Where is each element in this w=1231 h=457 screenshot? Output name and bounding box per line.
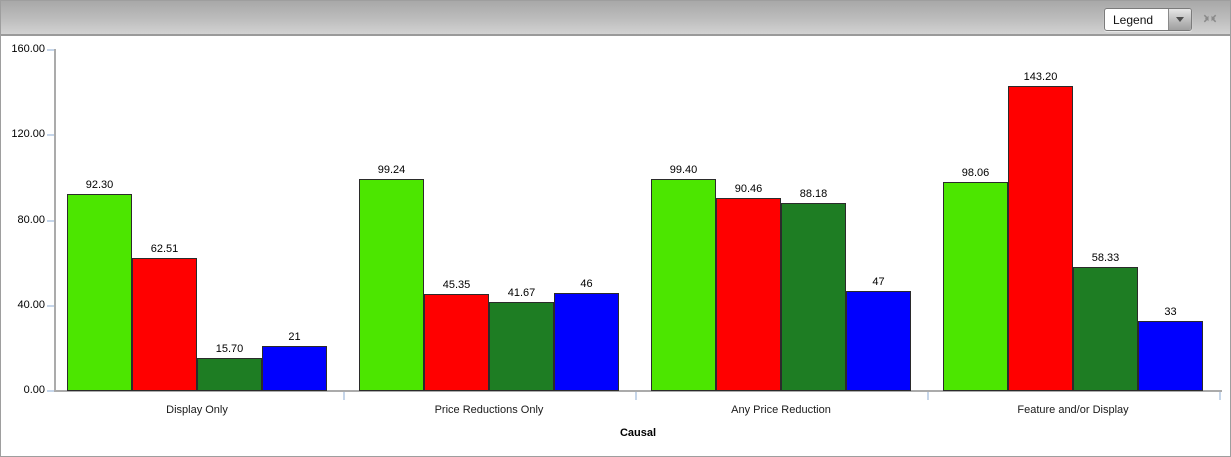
x-axis-division-tick: [927, 392, 929, 400]
x-category-label: Any Price Reduction: [731, 404, 831, 416]
bar-value-label: 58.33: [1091, 252, 1120, 264]
x-axis-title: Causal: [619, 427, 657, 439]
x-axis-division-tick: [343, 392, 345, 400]
y-axis-tick: [47, 49, 54, 51]
bar-value-label: 99.40: [669, 164, 698, 176]
y-axis-tick-label: 160.00: [11, 43, 45, 55]
bar-value-label: 46: [580, 278, 593, 290]
x-axis-division-tick: [635, 392, 637, 400]
x-category-label: Price Reductions Only: [434, 404, 544, 416]
bar-value-label: 41.67: [507, 287, 536, 299]
bar-value-label: 98.06: [961, 167, 990, 179]
toolbar: Legend: [1, 1, 1230, 36]
x-axis-division-tick: [1219, 392, 1221, 400]
bar-dark-green[interactable]: [781, 203, 846, 391]
bar-red[interactable]: [424, 294, 489, 391]
bar-blue[interactable]: [554, 293, 619, 391]
y-axis-tick-label: 80.00: [17, 213, 45, 226]
y-axis-line: [54, 49, 56, 392]
bar-bright-green[interactable]: [943, 182, 1008, 391]
y-axis-tick-label: 0.00: [23, 384, 45, 396]
y-axis-tick: [47, 304, 54, 307]
bar-value-label: 92.30: [85, 179, 114, 191]
bar-value-label: 90.46: [734, 183, 763, 195]
x-category-label: Feature and/or Display: [1017, 404, 1129, 416]
bar-value-label: 33: [1164, 306, 1177, 318]
bar-dark-green[interactable]: [197, 358, 262, 391]
bar-red[interactable]: [132, 258, 197, 391]
y-axis-tick: [47, 390, 54, 392]
collapse-arrows-icon: [1203, 14, 1217, 23]
bar-dark-green[interactable]: [489, 302, 554, 391]
bar-blue[interactable]: [262, 346, 327, 391]
bar-value-label: 21: [288, 331, 301, 343]
bar-dark-green[interactable]: [1073, 267, 1138, 391]
bar-bright-green[interactable]: [651, 179, 716, 391]
x-category-label: Display Only: [166, 404, 228, 416]
collapse-button[interactable]: [1199, 10, 1221, 27]
bar-value-label: 99.24: [377, 164, 406, 176]
bar-blue[interactable]: [846, 291, 911, 391]
y-axis-tick: [47, 134, 54, 137]
legend-dropdown[interactable]: Legend: [1104, 8, 1192, 31]
bar-value-label: 143.20: [1023, 71, 1058, 83]
bar-bright-green[interactable]: [67, 194, 132, 391]
bar-red[interactable]: [716, 198, 781, 391]
bar-value-label: 62.51: [150, 243, 179, 255]
y-axis-tick-label: 120.00: [11, 128, 45, 141]
bar-value-label: 15.70: [215, 343, 244, 355]
x-axis-line: [54, 390, 1222, 392]
bar-value-label: 88.18: [799, 188, 828, 200]
legend-dropdown-value: Legend: [1113, 12, 1154, 27]
y-axis-tick-label: 40.00: [17, 298, 45, 311]
bar-value-label: 47: [872, 276, 885, 288]
bar-bright-green[interactable]: [359, 179, 424, 391]
bar-blue[interactable]: [1138, 321, 1203, 391]
bar-value-label: 45.35: [442, 279, 471, 291]
legend-dropdown-button[interactable]: [1168, 9, 1191, 30]
y-axis-tick: [47, 219, 54, 222]
chevron-down-icon: [1176, 17, 1184, 22]
bar-red[interactable]: [1008, 86, 1073, 391]
